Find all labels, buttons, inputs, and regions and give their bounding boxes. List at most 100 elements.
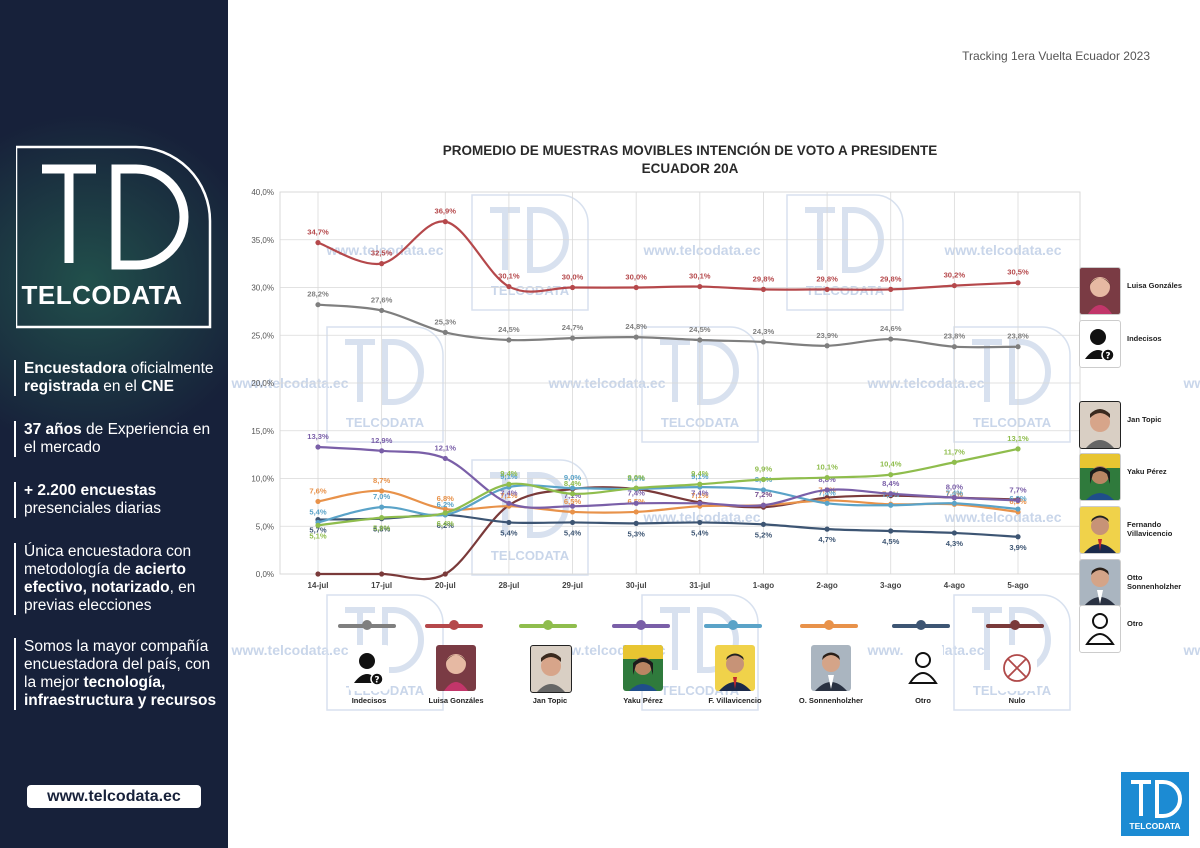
side-legend-jan: Jan Topic <box>1078 401 1200 451</box>
data-label: 27,6% <box>371 295 393 304</box>
data-point <box>824 487 829 492</box>
side-legend-otro: Otro <box>1078 605 1200 655</box>
data-point <box>634 509 639 514</box>
data-label: 29,8% <box>880 274 902 283</box>
data-point <box>697 520 702 525</box>
x-tick-label: 31-jul <box>689 581 710 590</box>
data-label: 3,9% <box>1009 543 1027 552</box>
x-tick-label: 30-jul <box>626 581 647 590</box>
x-tick-label: 28-jul <box>498 581 519 590</box>
data-point <box>1015 446 1020 451</box>
data-label: 32,5% <box>371 249 393 258</box>
data-point <box>379 505 384 510</box>
data-point <box>570 336 575 341</box>
yaku-photo-icon <box>1079 453 1121 501</box>
data-point <box>506 520 511 525</box>
data-label: 13,3% <box>307 432 329 441</box>
data-label: 30,0% <box>625 273 647 282</box>
data-point <box>506 284 511 289</box>
watermark-brand: TELCODATA <box>491 283 570 298</box>
legend-villavicencio: F. Villavicencio <box>690 615 782 715</box>
data-label: 6,2% <box>437 500 455 509</box>
y-tick-label: 30,0% <box>251 284 274 293</box>
side-legend-indecisos: ? Indecisos <box>1078 320 1200 370</box>
data-point <box>888 503 893 508</box>
side-legend-yaku: Yaku Pérez <box>1078 453 1200 503</box>
data-label: 10,4% <box>880 460 902 469</box>
data-point <box>315 499 320 504</box>
point-experience: 37 años de Experiencia en el mercado <box>14 421 224 457</box>
data-label: 9,4% <box>500 469 518 478</box>
data-point <box>1015 534 1020 539</box>
side-legend-label: Otro <box>1127 619 1197 628</box>
data-label: 7,2% <box>755 490 773 499</box>
data-point <box>506 337 511 342</box>
data-point <box>761 339 766 344</box>
data-point <box>315 523 320 528</box>
data-point <box>634 501 639 506</box>
svg-text:?: ? <box>1105 352 1110 362</box>
data-label: 29,8% <box>753 274 775 283</box>
watermark-logo: TELCODATA <box>787 195 903 310</box>
watermark-logo: TELCODATA <box>472 195 588 310</box>
data-point <box>824 475 829 480</box>
y-tick-label: 25,0% <box>251 331 274 340</box>
corner-logo-text: TELCODATA <box>1121 821 1189 831</box>
data-label: 30,1% <box>498 272 520 281</box>
data-label: 12,1% <box>434 443 456 452</box>
legend-label: F. Villavicencio <box>690 696 780 705</box>
watermark-brand: TELCODATA <box>661 415 740 430</box>
data-label: 12,9% <box>371 436 393 445</box>
data-point <box>379 571 384 576</box>
watermark-url: www.telcodata.ec <box>1183 375 1200 391</box>
data-point <box>634 335 639 340</box>
data-label: 5,4% <box>500 528 518 537</box>
data-point <box>952 530 957 535</box>
x-tick-label: 5-ago <box>1007 581 1028 590</box>
data-label: 7,4% <box>691 488 709 497</box>
data-point <box>379 308 384 313</box>
legend-label: Luisa Gonzáles <box>411 696 501 705</box>
svg-text:?: ? <box>374 676 379 686</box>
data-label: 4,3% <box>946 539 964 548</box>
data-point <box>379 448 384 453</box>
data-point <box>761 503 766 508</box>
data-point <box>315 444 320 449</box>
data-point <box>761 477 766 482</box>
data-point <box>634 485 639 490</box>
data-label: 8,7% <box>373 476 391 485</box>
data-label: 5,1% <box>309 531 327 540</box>
legend-label: O. Sonnenholzher <box>786 696 876 705</box>
y-tick-label: 35,0% <box>251 236 274 245</box>
data-label: 24,5% <box>498 325 520 334</box>
sidebar: TELCODATA Encuestadora oficialmente regi… <box>0 0 228 848</box>
watermark-brand: TELCODATA <box>491 548 570 563</box>
data-point <box>952 344 957 349</box>
data-label: 10,1% <box>816 463 838 472</box>
data-label: 29,8% <box>816 274 838 283</box>
otto-photo-icon <box>811 645 851 691</box>
legend-nulo: Nulo <box>972 615 1064 715</box>
data-point <box>379 261 384 266</box>
data-point <box>824 343 829 348</box>
data-point <box>634 521 639 526</box>
data-label: 8,4% <box>564 479 582 488</box>
legend-jan: Jan Topic <box>505 615 597 715</box>
y-tick-label: 5,0% <box>256 522 274 531</box>
null-vote-icon <box>997 645 1037 691</box>
website-link[interactable]: www.telcodata.ec <box>27 785 201 808</box>
yaku-photo-icon <box>623 645 663 691</box>
data-label: 36,9% <box>434 207 456 216</box>
watermark-url: www.telcodata.ec <box>944 242 1062 258</box>
user-question-icon: ? <box>1079 320 1121 368</box>
jan-photo-icon <box>1079 401 1121 449</box>
data-label: 23,8% <box>944 332 966 341</box>
data-point <box>888 336 893 341</box>
data-point <box>761 287 766 292</box>
side-legend-luisa: Luisa Gonzáles <box>1078 267 1200 317</box>
data-point <box>697 337 702 342</box>
data-point <box>824 287 829 292</box>
legend-indecisos: ? Indecisos <box>324 615 416 715</box>
data-label: 24,5% <box>689 325 711 334</box>
luisa-photo-icon <box>1079 267 1121 315</box>
